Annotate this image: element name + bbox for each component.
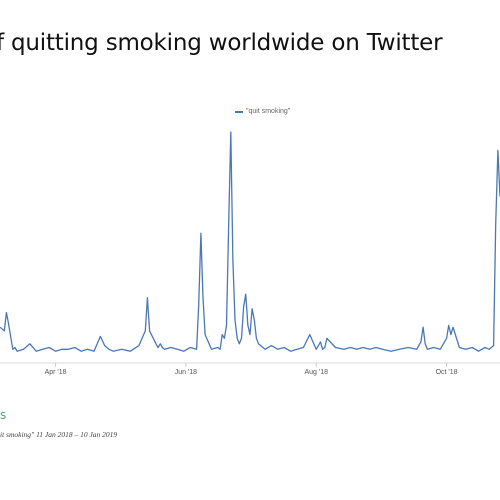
x-tick-label: Jun '18 <box>175 369 197 376</box>
x-tick-label: Aug '18 <box>304 369 328 376</box>
x-tick-label: Apr '18 <box>45 369 67 376</box>
x-axis-ticks: Apr '18 Jun '18 Aug '18 Oct '18 <box>45 363 458 376</box>
legend-label: "quit smoking" <box>246 108 291 115</box>
stat-value: s <box>0 408 7 422</box>
x-tick-label: Oct '18 <box>436 369 458 376</box>
query-caption: it smoking" 11 Jan 2018 – 10 Jan 2019 <box>0 430 118 439</box>
trend-chart: Apr '18 Jun '18 Aug '18 Oct '18 <box>0 131 500 376</box>
chart-legend[interactable]: "quit smoking" <box>235 108 290 115</box>
series-line-quit-smoking <box>0 131 500 352</box>
legend-swatch <box>235 110 243 113</box>
chart-title: f quitting smoking worldwide on Twitter <box>0 30 443 56</box>
